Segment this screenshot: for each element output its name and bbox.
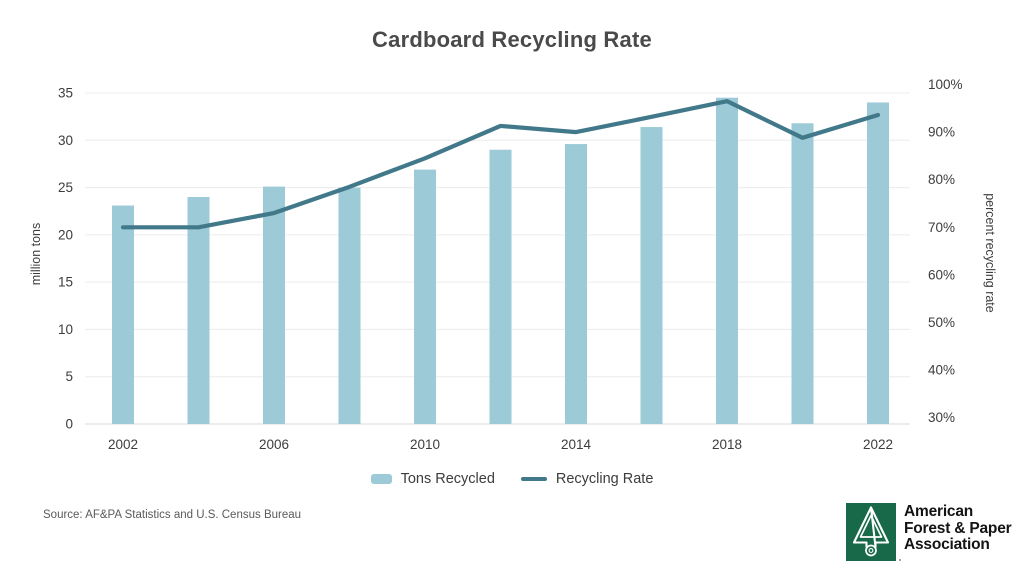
left-axis-title: million tons (29, 223, 43, 286)
tree-icon (846, 503, 896, 561)
left-axis-tick-35: 35 (58, 86, 73, 101)
left-axis-tick-15: 15 (58, 275, 73, 290)
bar-2004 (187, 197, 210, 424)
bar-swatch-icon (370, 474, 392, 484)
legend-label-recycling-rate: Recycling Rate (555, 471, 654, 487)
bar-2016 (640, 127, 663, 424)
x-axis-tick-2002: 2002 (108, 437, 138, 452)
trademark-dot (899, 559, 901, 561)
right-axis-tick-50: 50% (928, 315, 955, 330)
bar-2010 (414, 169, 436, 424)
right-axis-tick-80: 80% (928, 172, 955, 187)
recycling-rate-line (120, 99, 881, 230)
x-axis-tick-2014: 2014 (561, 437, 592, 452)
chart-title: Cardboard Recycling Rate (372, 27, 652, 52)
x-axis-tick-2022: 2022 (863, 437, 893, 452)
afpa-logo-text: American Forest & Paper Association (904, 503, 1012, 554)
right-axis-title: percent recycling rate (983, 193, 997, 313)
legend-label-tons-recycled: Tons Recycled (400, 471, 495, 487)
x-axis-tick-2006: 2006 (259, 437, 289, 452)
left-axis-tick-0: 0 (65, 417, 73, 432)
bar-2006 (263, 186, 285, 424)
bar-2008 (338, 187, 361, 424)
afpa-logo: American Forest & Paper Association (846, 503, 1012, 561)
x-axis-tick-2018: 2018 (712, 437, 742, 452)
left-axis-tick-30: 30 (58, 133, 73, 148)
logo-line-2: Forest & Paper (904, 519, 1012, 537)
legend-item-recycling-rate: Recycling Rate (520, 471, 654, 487)
bar-2014 (565, 144, 587, 424)
logo-line-3: Association (904, 536, 990, 553)
bar-2012 (489, 149, 512, 424)
bar-2022 (867, 102, 889, 424)
line-swatch-icon (520, 476, 547, 482)
left-axis-tick-20: 20 (58, 227, 73, 242)
bar-2002 (112, 205, 134, 424)
left-axis-tick-25: 25 (58, 180, 73, 195)
right-axis-tick-70: 70% (928, 220, 955, 235)
legend-item-tons-recycled: Tons Recycled (370, 471, 495, 487)
right-axis-tick-40: 40% (928, 363, 955, 378)
left-axis-tick-10: 10 (58, 322, 73, 337)
right-axis-tick-90: 90% (928, 125, 955, 140)
x-axis-tick-2010: 2010 (410, 437, 440, 452)
logo-line-1: American (904, 503, 974, 520)
bar-2018 (716, 97, 738, 424)
bar-2020 (791, 123, 814, 425)
source-note: Source: AF&PA Statistics and U.S. Census… (43, 509, 302, 521)
legend: Tons Recycled Recycling Rate (0, 471, 1024, 487)
right-axis-tick-60: 60% (928, 267, 955, 282)
left-axis-tick-5: 5 (65, 369, 73, 384)
right-axis-tick-30: 30% (928, 410, 955, 425)
right-axis-tick-100: 100% (928, 77, 963, 92)
